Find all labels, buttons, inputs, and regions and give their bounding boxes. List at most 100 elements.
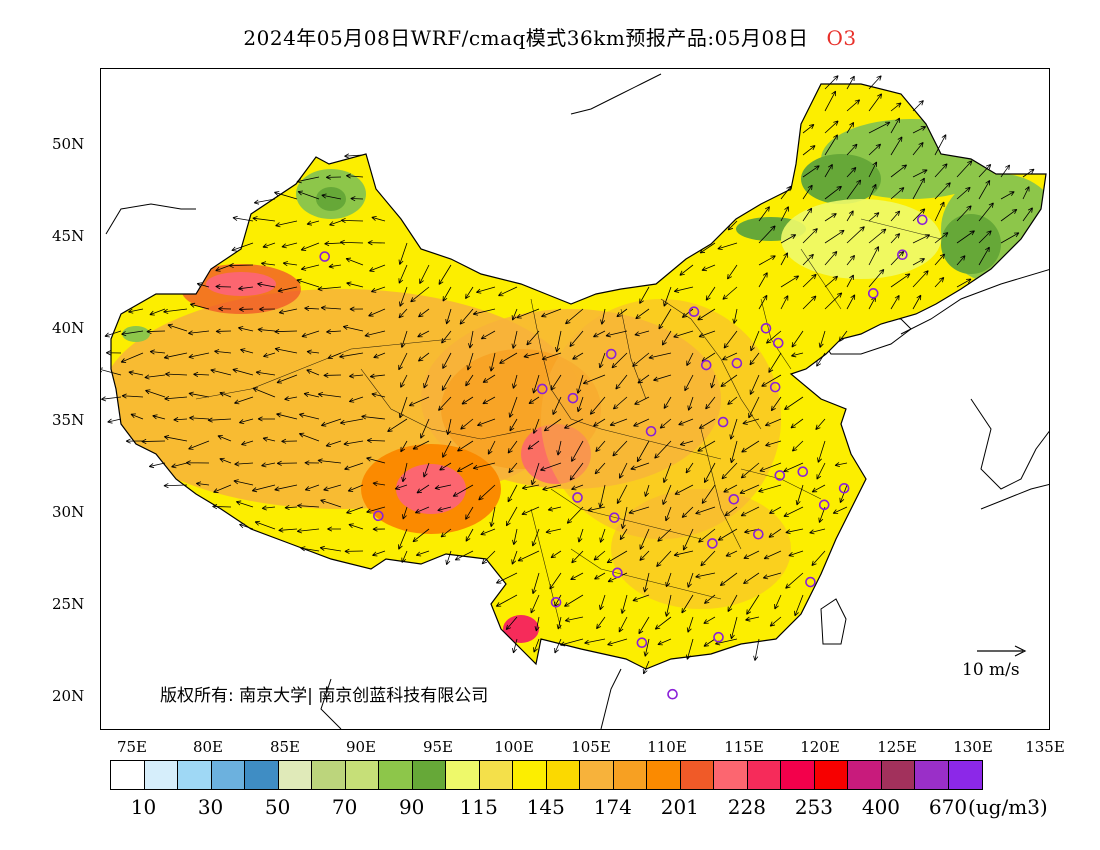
wind-vector-arrow xyxy=(325,174,342,180)
wind-vector-arrow xyxy=(770,396,782,412)
wind-vector-arrow xyxy=(460,418,474,430)
wind-vector-arrow xyxy=(868,93,883,112)
wind-vector-arrow xyxy=(387,418,408,432)
wind-vector-arrow xyxy=(934,277,945,288)
wind-vector-arrow xyxy=(681,594,694,614)
wind-vector-arrow xyxy=(163,352,188,360)
wind-vector-arrow xyxy=(296,176,320,184)
wind-vector-arrow xyxy=(745,616,760,622)
wind-vector-arrow xyxy=(687,396,694,411)
wind-vector-arrow xyxy=(446,418,452,436)
wind-vector-arrow xyxy=(654,616,672,630)
colorbar-swatch xyxy=(245,761,279,789)
wind-vector-arrow xyxy=(540,462,562,472)
map-frame xyxy=(100,68,1050,730)
wind-vector-arrow xyxy=(648,352,672,360)
wind-vector-arrow xyxy=(532,374,540,394)
wind-vector-arrow xyxy=(320,499,342,508)
wind-vector-arrow xyxy=(1000,232,1020,244)
wind-vector-arrow xyxy=(703,616,716,624)
colorbar-swatch xyxy=(312,761,346,789)
wind-vector-arrow xyxy=(550,374,562,391)
wind-vector-arrow xyxy=(644,484,650,497)
colorbar-swatch xyxy=(111,761,145,789)
wind-vector-arrow xyxy=(742,418,760,425)
wind-vector-arrow xyxy=(284,504,298,511)
wind-vector-arrow xyxy=(605,330,628,338)
wind-vector-arrow xyxy=(934,182,951,200)
wind-vector-arrow xyxy=(465,374,474,387)
colorbar-swatch xyxy=(814,761,849,789)
wind-vector-arrow xyxy=(698,418,716,429)
lat-label-20n: 20N xyxy=(52,687,85,705)
city-station-marker xyxy=(536,383,548,395)
wind-vector-arrow xyxy=(956,278,972,288)
wind-vector-arrow xyxy=(125,438,144,444)
wind-vector-arrow xyxy=(780,206,789,222)
wind-vector-arrow xyxy=(662,462,672,484)
wind-vector-arrow xyxy=(664,506,672,522)
wind-vector-arrow xyxy=(569,330,584,347)
wind-vector-arrow xyxy=(320,305,342,311)
wind-vector-arrow xyxy=(422,462,430,478)
wind-vector-arrow xyxy=(417,352,430,362)
city-station-marker xyxy=(713,631,724,643)
wind-vector-arrow xyxy=(534,616,540,632)
wind-vector-arrow xyxy=(791,352,804,358)
wind-vector-arrow xyxy=(511,550,518,565)
wind-vector-arrow xyxy=(533,638,540,653)
wind-vector-arrow xyxy=(319,545,342,552)
wind-vector-arrow xyxy=(593,418,606,427)
title-text: 2024年05月08日WRF/cmaq模式36km预报产品:05月08日 xyxy=(243,26,809,50)
wind-vector-arrow xyxy=(759,462,782,472)
wind-vector-arrow xyxy=(516,308,540,319)
wind-vector-arrow xyxy=(741,440,760,453)
wind-vector-arrow xyxy=(978,202,994,222)
wind-vector-arrow xyxy=(634,330,650,337)
wind-vector-arrow xyxy=(783,462,804,473)
wind-vector-arrow xyxy=(423,374,430,389)
wind-vector-arrow xyxy=(329,220,342,226)
wind-vector-arrow xyxy=(527,440,540,450)
city-station-marker xyxy=(731,357,743,369)
wind-vector-arrow xyxy=(445,308,452,325)
wind-vector-arrow xyxy=(727,396,738,405)
lon-label-130e: 130E xyxy=(953,738,993,756)
wind-vector-arrow xyxy=(802,207,813,222)
wind-vector-arrow xyxy=(589,396,606,415)
wind-vector-arrow xyxy=(868,143,882,156)
wind-vector-arrow xyxy=(934,163,948,178)
wind-vector-arrow xyxy=(749,352,760,366)
wind-vector-arrow xyxy=(233,479,254,486)
wind-vector-arrow xyxy=(824,275,838,288)
wind-vector-arrow xyxy=(324,241,342,247)
city-station-marker xyxy=(373,510,384,522)
wind-vector-arrow xyxy=(472,308,496,316)
wind-vector-arrow xyxy=(846,226,865,244)
wind-vector-arrow xyxy=(868,183,877,200)
wind-vector-arrow xyxy=(366,506,386,514)
wind-vector-arrow xyxy=(304,305,320,311)
wind-vector-arrow xyxy=(698,330,716,338)
city-station-marker xyxy=(769,381,781,393)
wind-vector-arrow xyxy=(656,550,672,568)
wind-vector-arrow xyxy=(890,117,901,134)
wind-vector-arrow xyxy=(276,374,298,384)
wind-vector-arrow xyxy=(215,328,232,334)
wind-vector-arrow xyxy=(758,272,768,288)
wind-vector-arrow xyxy=(846,143,858,156)
wind-vector-arrow xyxy=(231,242,254,252)
country-border xyxy=(110,83,1047,670)
wind-vector-arrow xyxy=(834,462,848,468)
colorbar-label: 30 xyxy=(197,795,224,819)
city-station-marker xyxy=(688,306,700,318)
city-station-marker xyxy=(753,528,764,540)
colorbar-swatch xyxy=(345,761,380,789)
lon-label-85e: 85E xyxy=(269,738,301,756)
wind-vector-arrow xyxy=(681,308,694,318)
wind-vector-arrow xyxy=(238,326,254,332)
wind-vector-arrow xyxy=(149,308,166,316)
wind-vector-arrow xyxy=(457,440,474,452)
city-station-marker xyxy=(838,482,850,494)
wind-vector-arrow xyxy=(619,528,628,541)
